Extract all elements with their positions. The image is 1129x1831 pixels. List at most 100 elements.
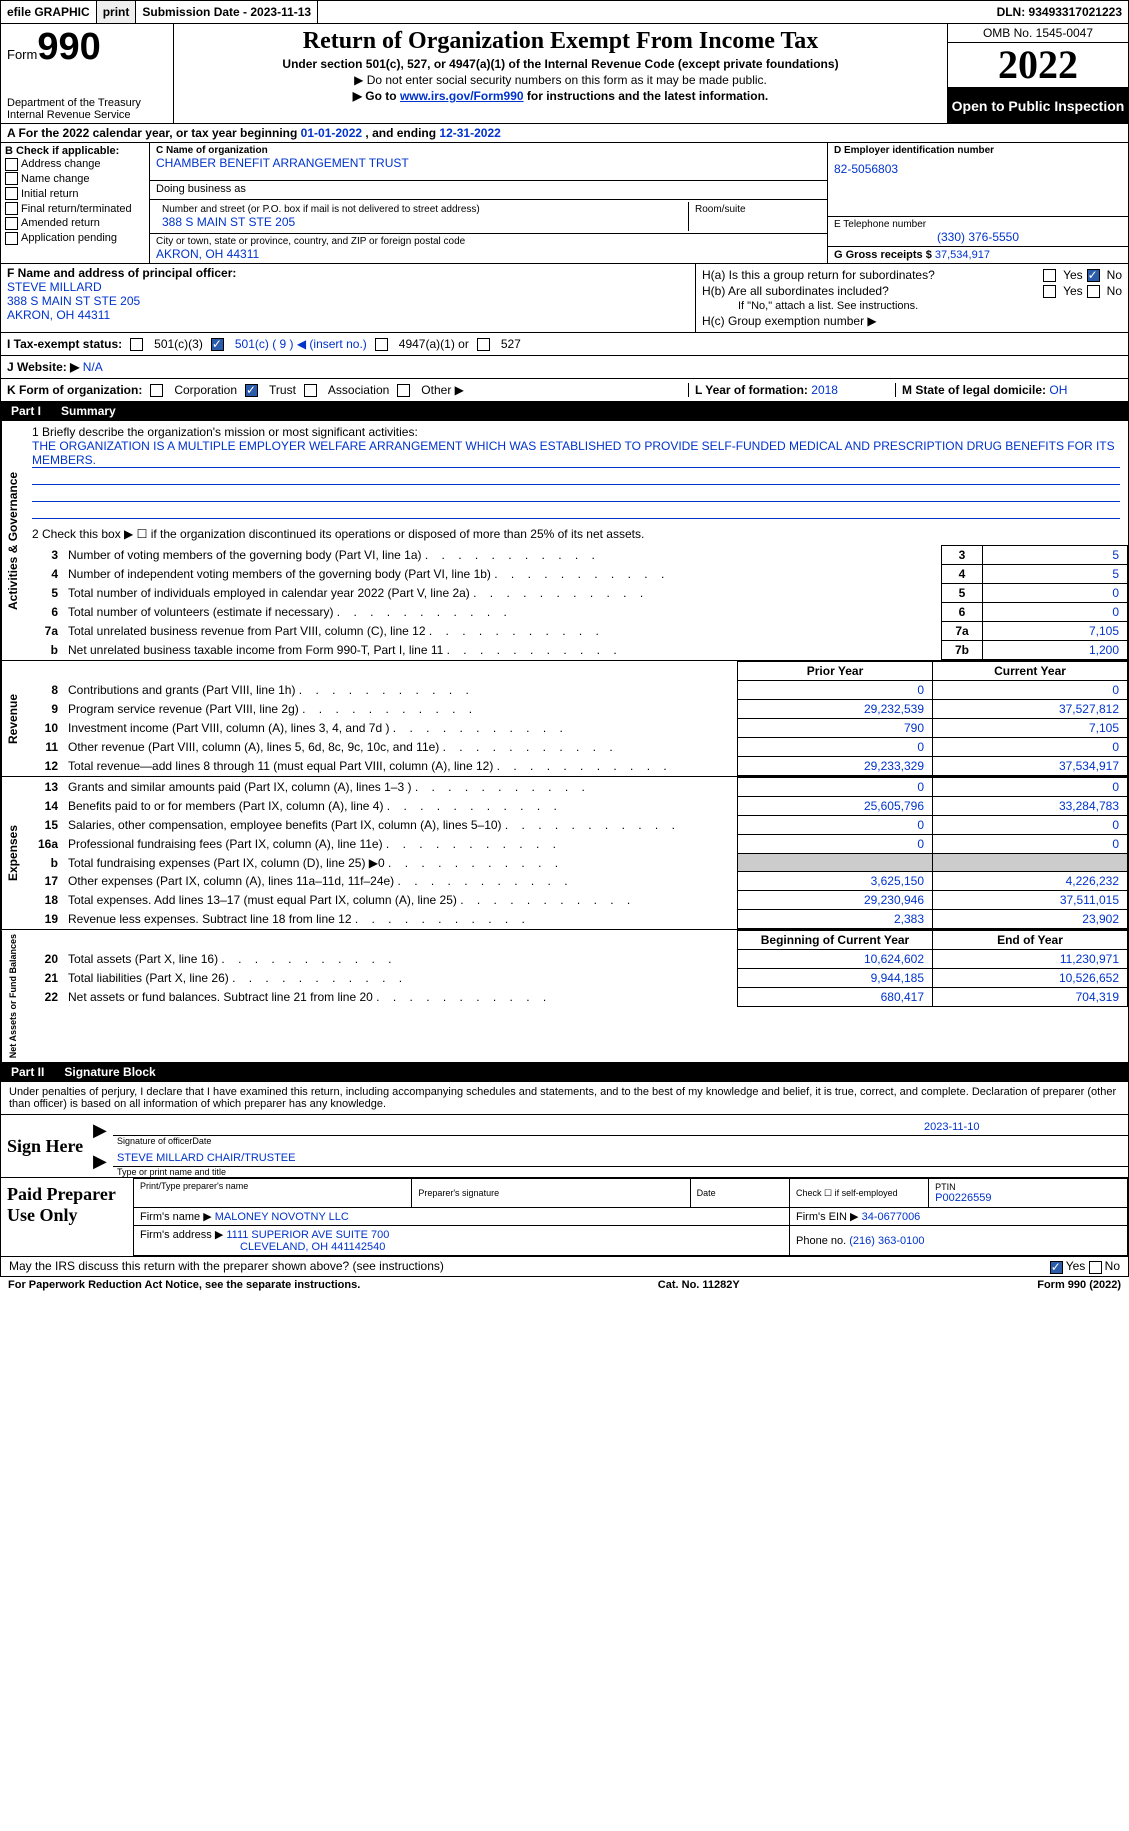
line-number: 15	[24, 816, 62, 835]
prior-year-value	[738, 854, 933, 872]
dba-label: Doing business as	[156, 183, 821, 195]
mission-blank-line	[32, 470, 1120, 485]
efile-label: efile GRAPHIC	[1, 1, 97, 23]
sign-fields: 2023-11-10 Signature of officerDate STEV…	[113, 1115, 1128, 1177]
street-label: Number and street (or P.O. box if mail i…	[162, 204, 682, 215]
chk-initial-return[interactable]: Initial return	[5, 187, 145, 202]
line-text: Total liabilities (Part X, line 26)	[62, 969, 738, 988]
checkbox-checked-icon[interactable]	[245, 384, 258, 397]
form-subtitle: Under section 501(c), 527, or 4947(a)(1)…	[184, 57, 937, 71]
table-row: 9Program service revenue (Part VIII, lin…	[24, 700, 1128, 719]
ha-no: No	[1107, 268, 1122, 282]
prep-name-field[interactable]	[140, 1191, 405, 1205]
row-i-tax-status: I Tax-exempt status: 501(c)(3) 501(c) ( …	[0, 333, 1129, 356]
line-number: 14	[24, 797, 62, 816]
chk-application-pending[interactable]: Application pending	[5, 231, 145, 246]
opt-assoc: Association	[328, 383, 389, 397]
officer-name: STEVE MILLARD	[7, 280, 102, 294]
table-row: 3Number of voting members of the governi…	[24, 546, 1128, 565]
table-row: 15Salaries, other compensation, employee…	[24, 816, 1128, 835]
line-number: 9	[24, 700, 62, 719]
line-text: Net unrelated business taxable income fr…	[62, 641, 942, 660]
checkbox-icon[interactable]	[130, 338, 143, 351]
chk-final-return[interactable]: Final return/terminated	[5, 202, 145, 217]
officer-street: 388 S MAIN ST STE 205	[7, 294, 140, 308]
checkbox-icon[interactable]	[1089, 1261, 1102, 1274]
footer-line: For Paperwork Reduction Act Notice, see …	[0, 1277, 1129, 1293]
print-button[interactable]: print	[97, 1, 137, 23]
prep-selfemployed[interactable]: Check ☐ if self-employed	[790, 1179, 929, 1208]
col-f-officer: F Name and address of principal officer:…	[1, 264, 695, 332]
header-middle: Return of Organization Exempt From Incom…	[174, 24, 947, 123]
chk-name-change[interactable]: Name change	[5, 172, 145, 187]
hb-label: H(b) Are all subordinates included?	[702, 284, 1039, 298]
dept-treasury: Department of the Treasury Internal Reve…	[7, 97, 167, 121]
checkbox-icon[interactable]	[375, 338, 388, 351]
submission-date: Submission Date - 2023-11-13	[136, 1, 318, 23]
firm-ein-label: Firm's EIN ▶	[796, 1211, 859, 1223]
line-number: 12	[24, 757, 62, 776]
checkbox-icon[interactable]	[304, 384, 317, 397]
part2-title: Signature Block	[64, 1065, 155, 1079]
irs-link[interactable]: www.irs.gov/Form990	[400, 89, 524, 103]
line-text: Total number of volunteers (estimate if …	[62, 603, 942, 622]
topbar-spacer	[318, 1, 990, 23]
discuss-question: May the IRS discuss this return with the…	[9, 1259, 444, 1273]
checkbox-icon[interactable]	[397, 384, 410, 397]
mission-label: 1 Briefly describe the organization's mi…	[32, 425, 1120, 439]
row-j-website: J Website: ▶ N/A	[0, 356, 1129, 379]
firm-ein: 34-0677006	[862, 1211, 921, 1223]
form-990-page: efile GRAPHIC print Submission Date - 20…	[0, 0, 1129, 1293]
part2-header: Part II Signature Block	[0, 1063, 1129, 1082]
hc-label: H(c) Group exemption number ▶	[702, 314, 877, 328]
prior-year-value: 29,232,539	[738, 700, 933, 719]
discuss-yes: Yes	[1066, 1259, 1086, 1273]
current-year-value: 0	[933, 778, 1128, 797]
checkbox-checked-icon[interactable]	[1087, 269, 1100, 282]
line-text: Total assets (Part X, line 16)	[62, 950, 738, 969]
line-number: 16a	[24, 835, 62, 854]
prior-year-value: 3,625,150	[738, 872, 933, 891]
checkbox-icon	[5, 202, 18, 215]
paid-preparer-block: Paid Preparer Use Only Print/Type prepar…	[0, 1178, 1129, 1257]
line-text: Program service revenue (Part VIII, line…	[62, 700, 738, 719]
activities-table: 3Number of voting members of the governi…	[24, 545, 1128, 660]
form-footer: Form 990 (2022)	[1037, 1279, 1121, 1291]
ptin-hdr: PTIN	[935, 1182, 1121, 1192]
chk-address-change[interactable]: Address change	[5, 157, 145, 172]
line-number: 10	[24, 719, 62, 738]
checkbox-icon[interactable]	[477, 338, 490, 351]
table-row: 6Total number of volunteers (estimate if…	[24, 603, 1128, 622]
year-end: 12-31-2022	[439, 126, 500, 140]
table-row: 7aTotal unrelated business revenue from …	[24, 622, 1128, 641]
checkbox-checked-icon[interactable]	[211, 338, 224, 351]
checkbox-icon[interactable]	[1043, 285, 1056, 298]
lbl-final-return: Final return/terminated	[21, 203, 132, 215]
checkbox-checked-icon[interactable]	[1050, 1261, 1063, 1274]
lbl-name-change: Name change	[21, 173, 90, 185]
current-year-value: 704,319	[933, 988, 1128, 1007]
mission-block: 1 Briefly describe the organization's mi…	[24, 421, 1128, 523]
current-year-value: 0	[933, 738, 1128, 757]
prior-year-value: 25,605,796	[738, 797, 933, 816]
form-word: Form	[7, 47, 37, 62]
year-formation-value: 2018	[811, 383, 838, 397]
mission-blank-line	[32, 487, 1120, 502]
officer-city: AKRON, OH 44311	[7, 308, 110, 322]
current-year-value: 37,527,812	[933, 700, 1128, 719]
tax-year: 2022	[948, 43, 1128, 88]
checkbox-icon[interactable]	[1043, 269, 1056, 282]
checkbox-icon[interactable]	[150, 384, 163, 397]
table-row: bNet unrelated business taxable income f…	[24, 641, 1128, 660]
arrow-icon: ▶	[93, 1151, 113, 1172]
lbl-initial-return: Initial return	[21, 188, 78, 200]
mission-blank-line	[32, 504, 1120, 519]
chk-amended-return[interactable]: Amended return	[5, 216, 145, 231]
current-year-value: 7,105	[933, 719, 1128, 738]
line-number: 5	[24, 584, 62, 603]
rowA-pre: A For the 2022 calendar year, or tax yea…	[7, 126, 301, 140]
checkbox-icon[interactable]	[1087, 285, 1100, 298]
col-h-group: H(a) Is this a group return for subordin…	[695, 264, 1128, 332]
line-text: Total expenses. Add lines 13–17 (must eq…	[62, 891, 738, 910]
table-row: 22Net assets or fund balances. Subtract …	[24, 988, 1128, 1007]
